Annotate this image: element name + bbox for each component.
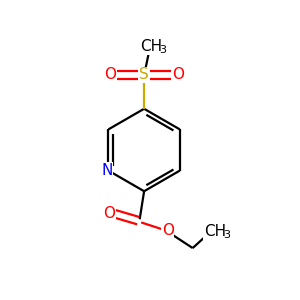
Text: CH: CH [204,224,226,239]
Text: CH: CH [140,39,162,54]
Text: N: N [101,163,112,178]
Text: O: O [104,68,116,82]
Text: O: O [162,224,174,238]
Text: 3: 3 [159,45,166,55]
Text: O: O [103,206,115,221]
Text: S: S [139,68,149,82]
Text: O: O [172,68,184,82]
Text: 3: 3 [223,230,230,240]
